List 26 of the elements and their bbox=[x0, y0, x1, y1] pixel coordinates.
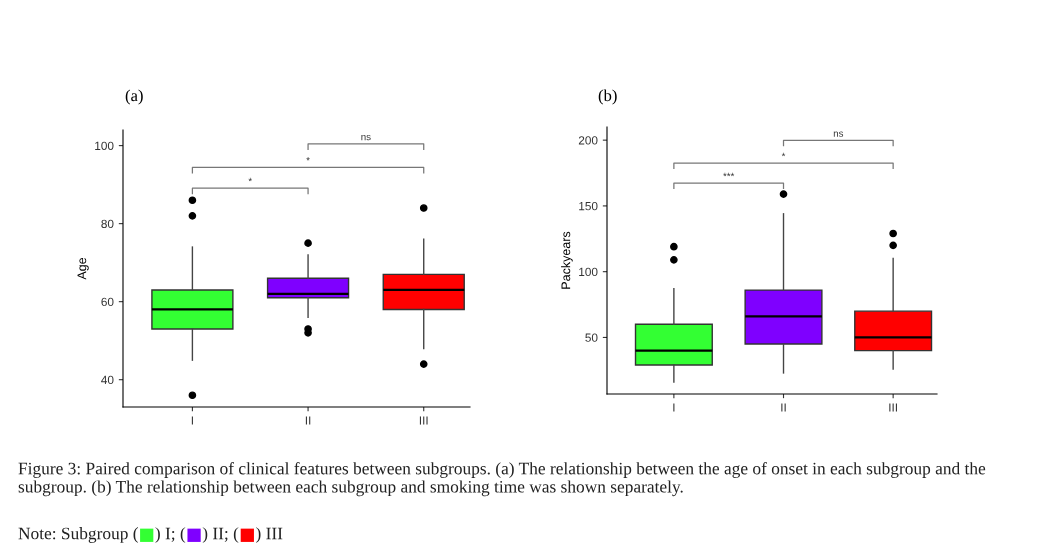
text: Note: Subgroup (■) I; (■) II; (■) III bbox=[18, 527, 283, 543]
annotation: ns bbox=[361, 134, 371, 141]
y-tick-label: 200 bbox=[578, 136, 598, 145]
y-tick-label: 80 bbox=[101, 219, 114, 229]
y-tick-label: 60 bbox=[101, 297, 114, 307]
y-tick-label: 100 bbox=[579, 267, 598, 277]
y-tick-label: 150 bbox=[579, 201, 598, 211]
caption: Figure 3: Paired comparison of clinical features between subgroups. (a) The relationship between the age of onset in each subgroup and the subgroup. (b) The relationship between each subgroup and smoking time was shown separately. bbox=[18, 462, 986, 497]
x-tick-label: II bbox=[305, 416, 311, 425]
chart-title: (b) bbox=[598, 89, 617, 105]
x-tick-label: III bbox=[419, 416, 428, 425]
x-tick-label: I bbox=[673, 403, 675, 412]
annotation: * bbox=[248, 177, 252, 182]
annotation: * bbox=[781, 152, 786, 157]
x-tick-label: III bbox=[889, 403, 897, 412]
y-tick-label: 100 bbox=[95, 141, 114, 150]
y-tick-label: 40 bbox=[101, 375, 114, 385]
annotation: ns bbox=[833, 131, 844, 137]
chart-title: (a) bbox=[125, 89, 143, 105]
annotation: *** bbox=[723, 172, 735, 177]
annotation: * bbox=[306, 157, 310, 161]
x-tick-label: I bbox=[191, 416, 193, 425]
y-tick-label: 50 bbox=[585, 333, 598, 342]
y-axis-title: Age bbox=[77, 257, 89, 280]
x-tick-label: II bbox=[781, 403, 786, 412]
y-axis-title: Packyears bbox=[561, 231, 573, 289]
